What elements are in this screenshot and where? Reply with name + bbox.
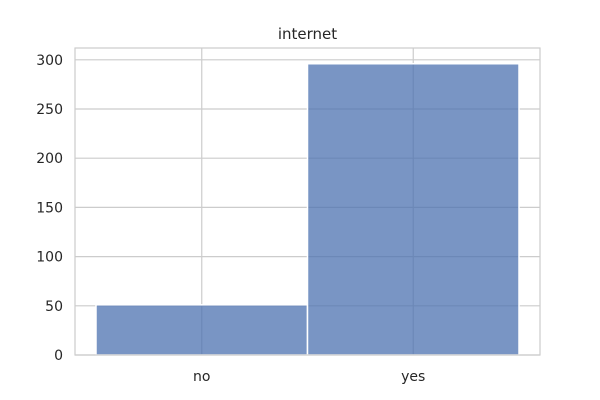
bar-yes: [306, 62, 520, 356]
y-tick-label: 50: [45, 299, 63, 315]
x-tick-label: no: [193, 369, 210, 385]
y-tick-label: 300: [36, 53, 63, 69]
y-axis-ticks: 0 50 100 150 200 250 300: [36, 53, 63, 364]
chart-title: internet: [278, 25, 337, 43]
bars: [95, 62, 520, 356]
y-tick-label: 250: [36, 102, 63, 118]
y-tick-label: 200: [36, 151, 63, 167]
bar-no: [95, 304, 309, 356]
x-tick-label: yes: [401, 369, 425, 385]
x-axis-ticks: no yes: [193, 369, 425, 385]
y-tick-label: 100: [36, 250, 63, 266]
y-tick-label: 150: [36, 200, 63, 216]
plot-frame: [74, 47, 541, 356]
y-tick-label: 0: [54, 348, 63, 364]
